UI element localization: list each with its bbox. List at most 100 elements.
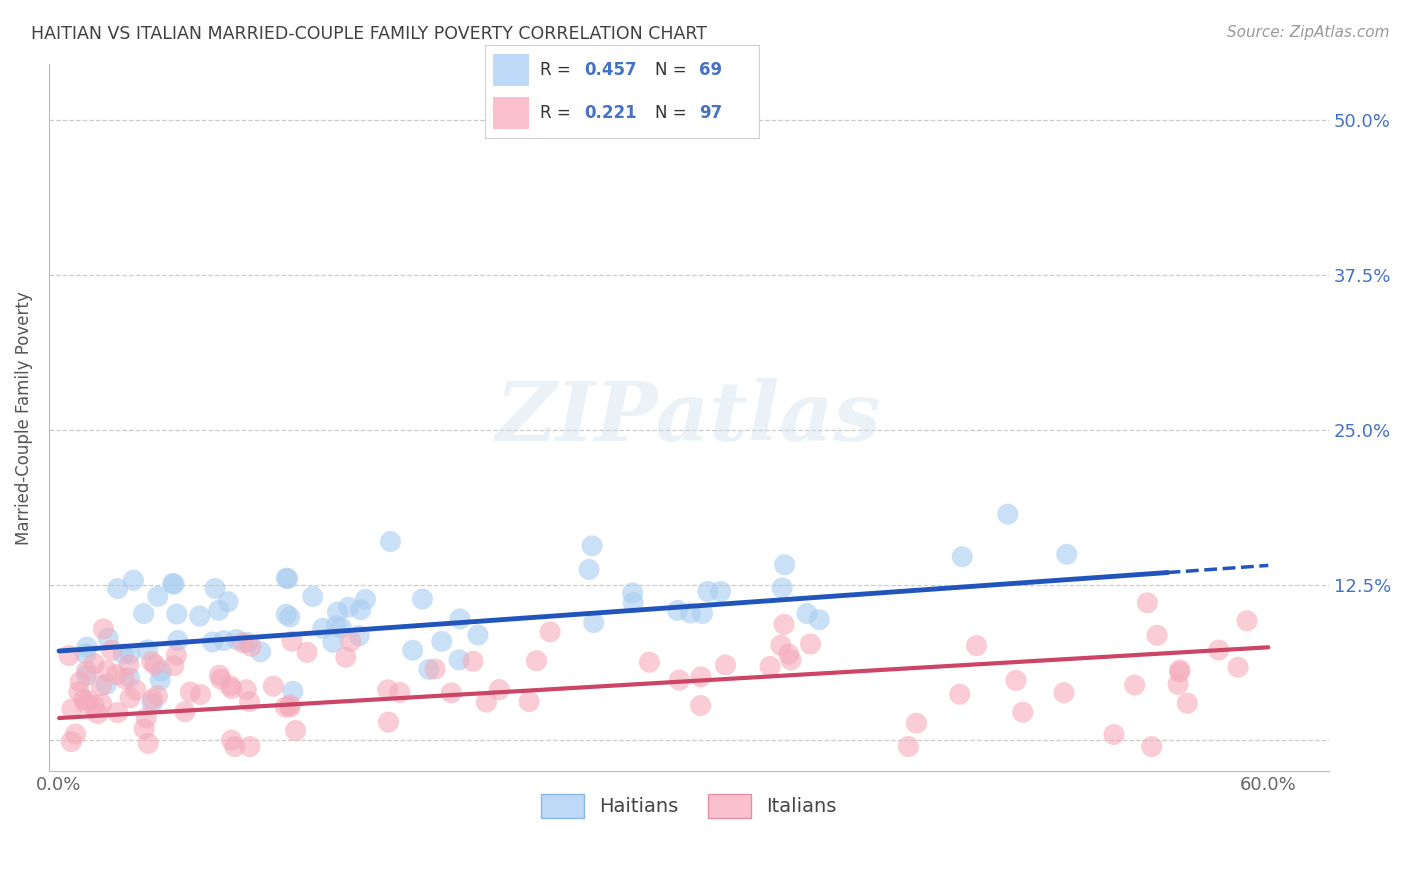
Point	[301, 590, 323, 604]
Point	[1102, 727, 1125, 741]
Point	[1005, 673, 1028, 688]
Point	[966, 639, 988, 653]
Point	[312, 621, 335, 635]
Point	[281, 634, 304, 648]
Text: 69: 69	[699, 61, 723, 78]
Point	[188, 609, 211, 624]
Point	[232, 636, 254, 650]
Point	[897, 739, 920, 754]
Point	[773, 617, 796, 632]
Point	[238, 694, 260, 708]
Point	[208, 603, 231, 617]
Point	[1011, 705, 1033, 719]
Point	[1123, 678, 1146, 692]
Point	[174, 705, 197, 719]
Point	[276, 571, 298, 585]
Point	[132, 607, 155, 621]
Point	[666, 603, 689, 617]
Point	[418, 663, 440, 677]
Text: R =: R =	[540, 61, 571, 78]
Point	[1175, 696, 1198, 710]
Point	[1236, 614, 1258, 628]
Point	[122, 574, 145, 588]
Point	[236, 635, 259, 649]
Point	[112, 647, 135, 661]
Point	[538, 624, 561, 639]
Point	[69, 674, 91, 689]
Point	[330, 621, 353, 635]
Point	[134, 722, 156, 736]
Point	[96, 664, 118, 678]
Text: R =: R =	[540, 104, 571, 122]
Point	[107, 706, 129, 720]
Bar	[494, 54, 529, 86]
Text: 97: 97	[699, 104, 723, 122]
Point	[690, 670, 713, 684]
Point	[1208, 643, 1230, 657]
Point	[696, 584, 718, 599]
Point	[163, 577, 186, 591]
Point	[118, 671, 141, 685]
Point	[335, 650, 357, 665]
Point	[179, 685, 201, 699]
Point	[517, 695, 540, 709]
Point	[578, 562, 600, 576]
Point	[96, 677, 118, 691]
Point	[75, 647, 97, 661]
Point	[949, 687, 972, 701]
Point	[354, 592, 377, 607]
Point	[136, 736, 159, 750]
Point	[709, 584, 731, 599]
Point	[209, 672, 232, 686]
Point	[714, 657, 737, 672]
Point	[638, 655, 661, 669]
Text: 0.221: 0.221	[583, 104, 637, 122]
Point	[224, 739, 246, 754]
Point	[112, 672, 135, 686]
Point	[118, 657, 141, 672]
Text: Source: ZipAtlas.com: Source: ZipAtlas.com	[1226, 25, 1389, 40]
Point	[377, 682, 399, 697]
Point	[759, 659, 782, 673]
Text: 0.457: 0.457	[583, 61, 637, 78]
Point	[773, 558, 796, 572]
Point	[75, 697, 97, 711]
Point	[76, 693, 98, 707]
Point	[778, 647, 800, 661]
Point	[163, 658, 186, 673]
Point	[692, 607, 714, 621]
Point	[1227, 660, 1250, 674]
Point	[281, 684, 304, 698]
Point	[58, 648, 80, 663]
Point	[235, 682, 257, 697]
Point	[165, 648, 187, 663]
Point	[87, 706, 110, 721]
Point	[780, 653, 803, 667]
Point	[150, 664, 173, 678]
Point	[72, 692, 94, 706]
Point	[60, 702, 83, 716]
Point	[339, 634, 361, 648]
Point	[239, 739, 262, 754]
Point	[166, 633, 188, 648]
Point	[221, 733, 243, 747]
Point	[217, 595, 239, 609]
Point	[621, 586, 644, 600]
Point	[347, 629, 370, 643]
Point	[770, 581, 793, 595]
Point	[284, 723, 307, 738]
Point	[101, 643, 124, 657]
Point	[423, 662, 446, 676]
Point	[83, 698, 105, 713]
Point	[430, 634, 453, 648]
Point	[337, 600, 360, 615]
Point	[93, 622, 115, 636]
Y-axis label: Married-Couple Family Poverty: Married-Couple Family Poverty	[15, 291, 32, 545]
Point	[146, 590, 169, 604]
Point	[219, 679, 242, 693]
Point	[689, 698, 711, 713]
Point	[162, 576, 184, 591]
Point	[1140, 739, 1163, 754]
Point	[808, 613, 831, 627]
Point	[322, 635, 344, 649]
